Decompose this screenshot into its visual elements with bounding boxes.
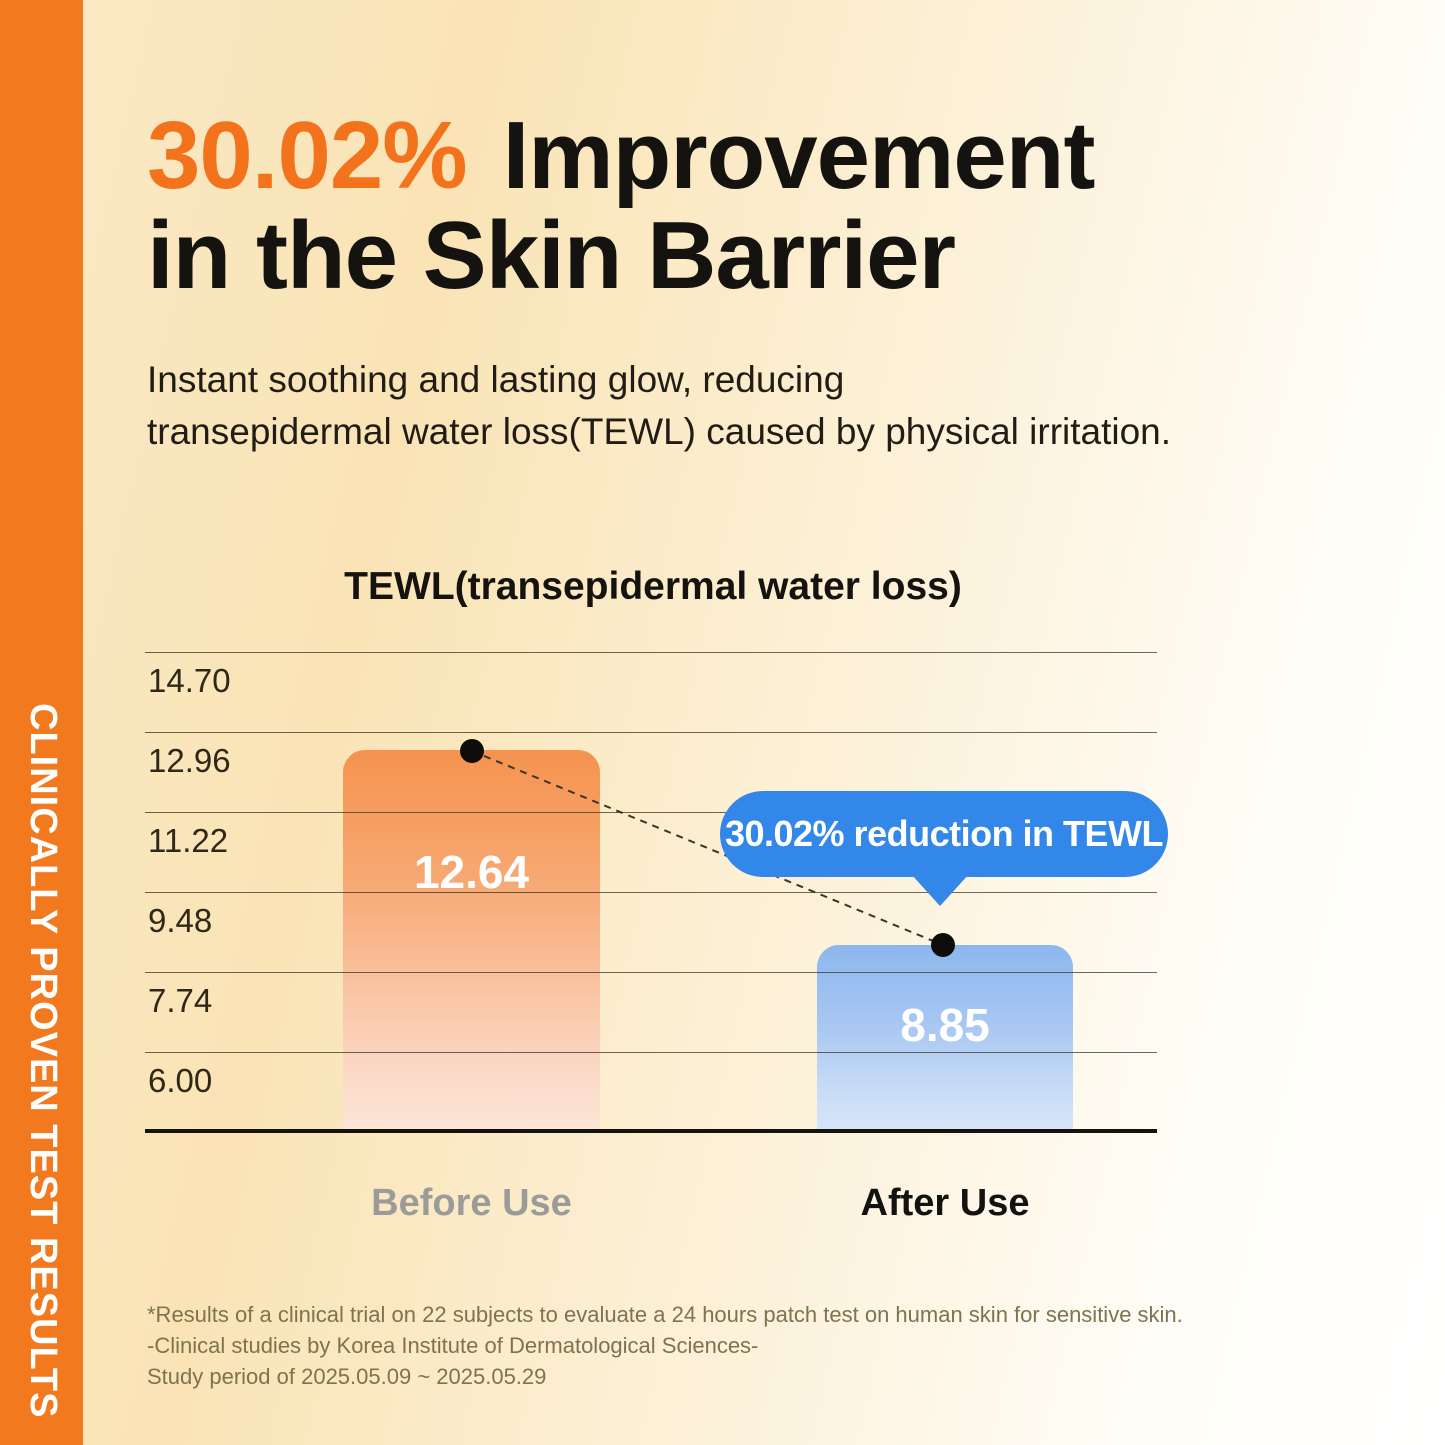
- title-highlight-percent: 30.02%: [147, 102, 468, 209]
- subtitle-line1: Instant soothing and lasting glow, reduc…: [147, 359, 845, 400]
- footnote-line2: -Clinical studies by Korea Institute of …: [147, 1333, 759, 1358]
- footnote: *Results of a clinical trial on 22 subje…: [147, 1299, 1183, 1392]
- footnote-line1: *Results of a clinical trial on 22 subje…: [147, 1302, 1183, 1327]
- page-title-line1: 30.02% Improvement: [147, 106, 1095, 206]
- subtitle: Instant soothing and lasting glow, reduc…: [147, 354, 1171, 458]
- y-tick-label: 9.48: [148, 902, 213, 939]
- ribbon-vertical-label: CLINICALLY PROVEN TEST RESULTS: [22, 703, 64, 1419]
- annotation-bubble-tail: [911, 874, 969, 906]
- y-tick-label: 12.96: [148, 742, 231, 779]
- page-title: 30.02% Improvement in the Skin Barrier: [147, 106, 1095, 309]
- bar-value-before: 12.64: [413, 846, 530, 898]
- footnote-line3: Study period of 2025.05.09 ~ 2025.05.29: [147, 1364, 547, 1389]
- title-line1-rest: Improvement: [502, 102, 1096, 209]
- x-label-after-use: After Use: [860, 1182, 1030, 1224]
- gridline: [145, 892, 1157, 893]
- chart-title: TEWL(transepidermal water loss): [344, 565, 962, 608]
- y-tick-label: 14.70: [148, 662, 231, 699]
- gridline: [145, 1052, 1157, 1053]
- bar-before-use: [343, 750, 600, 1129]
- bar-after-use: [817, 945, 1073, 1129]
- annotation-bubble: 30.02% reduction in TEWL: [720, 791, 1168, 877]
- page-title-line2: in the Skin Barrier: [147, 202, 956, 309]
- x-axis-line: [145, 1129, 1157, 1133]
- gridline: [145, 972, 1157, 973]
- bar-value-after: 8.85: [900, 999, 990, 1051]
- data-point-before: [460, 739, 484, 763]
- gridline: [145, 732, 1157, 733]
- y-tick-label: 7.74: [148, 982, 213, 1019]
- subtitle-line2: transepidermal water loss(TEWL) caused b…: [147, 411, 1172, 452]
- y-tick-label: 11.22: [148, 822, 229, 859]
- gridline: [145, 652, 1157, 653]
- y-tick-label: 6.00: [148, 1062, 213, 1099]
- data-point-after: [931, 933, 955, 957]
- x-label-before-use: Before Use: [371, 1182, 572, 1224]
- side-ribbon: CLINICALLY PROVEN TEST RESULTS: [0, 0, 83, 1445]
